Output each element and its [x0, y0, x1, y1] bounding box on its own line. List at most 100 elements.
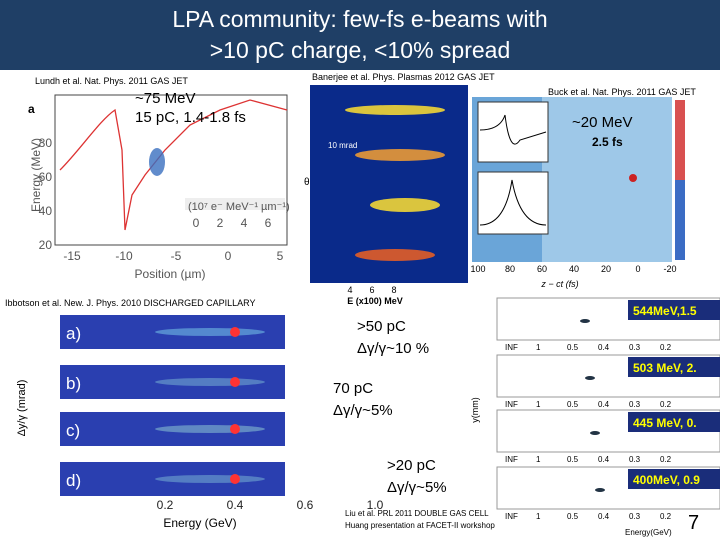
beam-spot — [590, 431, 600, 435]
tick-label: 1.0 — [367, 498, 384, 512]
label-box — [628, 469, 720, 489]
beam-spot — [155, 425, 265, 433]
y-label: θ — [304, 177, 310, 188]
annotation: 70 pC — [333, 380, 374, 397]
y-label: Δy/γ (mrad) — [16, 380, 28, 437]
title: LPA community: few-fs e-beams with >10 p… — [0, 4, 720, 66]
tick-label: 0.2 — [660, 400, 672, 409]
tick-label: 0 — [225, 249, 232, 263]
annotation: Δγ/γ~5% — [387, 479, 447, 496]
tick-label: 40 — [569, 264, 579, 274]
tick-label: 20 — [39, 238, 53, 252]
tick-label: 80 — [505, 264, 515, 274]
x-label: Energy(GeV) — [625, 528, 672, 537]
panel-label: c) — [66, 421, 80, 440]
tick-label: 6 — [369, 285, 374, 295]
tick-label: 20 — [601, 264, 611, 274]
panel-label: a — [28, 102, 35, 116]
figure-buck: ~20 MeV 2.5 fs z − ct (fs) 100 80 60 40 20 0 -… — [470, 97, 685, 289]
tick-label: 6 — [265, 216, 272, 230]
energy-label: 544MeV,1.5 — [633, 304, 697, 318]
tick-label: 1 — [536, 455, 541, 464]
tick-label: 0.3 — [629, 400, 641, 409]
beam-spot — [595, 488, 605, 492]
tick-label: 80 — [39, 136, 53, 150]
panel-label: a) — [66, 324, 81, 343]
tick-label: 0.4 — [598, 512, 610, 521]
annotation: >20 pC — [387, 457, 436, 474]
caption: Ibbotson et al. New. J. Phys. 2010 DISCH… — [5, 298, 256, 308]
beam-spot — [230, 377, 240, 387]
figure-lundh: a Energy (MeV) Position (µm) (10⁷ e⁻ MeV… — [28, 94, 290, 281]
panel-label: b) — [66, 374, 81, 393]
tick-label: -10 — [115, 249, 133, 263]
colorbar-label: (10⁷ e⁻ MeV⁻¹ µm⁻¹) — [188, 201, 290, 213]
figure-ibbotson: a) b) c) d) Δy/γ (mrad) Energy (GeV) 0.2 0.4… — [16, 315, 384, 530]
x-label: Position (µm) — [135, 267, 206, 281]
tick-label: 0.3 — [629, 455, 641, 464]
energy-label: 503 MeV, 2. — [633, 361, 697, 375]
label-box — [628, 357, 720, 377]
annotation: ~75 MeV — [135, 90, 196, 107]
x-label: Energy (GeV) — [163, 516, 236, 530]
tick-label: 1 — [536, 512, 541, 521]
tick-label: 0.2 — [660, 343, 672, 352]
annotation: Δγ/γ~5% — [333, 402, 393, 419]
duration-label: 2.5 fs — [592, 135, 623, 149]
annotation: >50 pC — [357, 318, 406, 335]
tick-label: INF — [505, 512, 518, 521]
annotation: Δγ/γ~10 % — [357, 340, 430, 357]
tick-label: 5 — [277, 249, 284, 263]
y-label: y(mm) — [470, 397, 480, 423]
title-bar — [0, 0, 720, 70]
beam-spot — [230, 474, 240, 484]
scale-label: 10 mrad — [328, 141, 357, 150]
energy-label: 445 MeV, 0. — [633, 416, 697, 430]
label-box — [628, 300, 720, 320]
tick-label: 0.4 — [598, 400, 610, 409]
figure-liu: 544MeV,1.5 INF 1 0.5 0.4 0.3 0.2 503 MeV, 2. INF… — [470, 297, 720, 537]
tick-label: 0.4 — [598, 343, 610, 352]
tick-label: -5 — [171, 249, 182, 263]
tick-label: 4 — [347, 285, 352, 295]
tick-label: -15 — [63, 249, 81, 263]
tick-label: 0.2 — [660, 512, 672, 521]
beam-spot — [155, 378, 265, 386]
annotation: 15 pC, 1.4-1.8 fs — [135, 109, 246, 126]
tick-label: 0.2 — [660, 455, 672, 464]
annotation: ~20 MeV — [572, 114, 632, 131]
caption: Huang presentation at FACET-II workshop — [345, 521, 495, 530]
tick-label: 100 — [470, 264, 485, 274]
y-label: Energy (MeV) — [29, 138, 43, 212]
tick-label: 2 — [217, 216, 224, 230]
energy-label: 400MeV, 0.9 — [633, 473, 700, 487]
figure-banerjee: 10 mrad θ E (x100) MeV 4 6 8 — [304, 85, 468, 306]
tick-label: 40 — [39, 204, 53, 218]
tick-label: -20 — [663, 264, 676, 274]
tick-label: 0.3 — [629, 343, 641, 352]
tick-label: INF — [505, 400, 518, 409]
tick-label: INF — [505, 455, 518, 464]
title-line: LPA community: few-fs e-beams with — [172, 6, 548, 32]
tick-label: 60 — [39, 170, 53, 184]
tick-label: 1 — [536, 400, 541, 409]
tick-label: INF — [505, 343, 518, 352]
tick-label: 4 — [241, 216, 248, 230]
panel-label: d) — [66, 471, 81, 490]
tick-label: 8 — [391, 285, 396, 295]
tick-label: 0.3 — [629, 512, 641, 521]
tick-label: 0.4 — [227, 498, 244, 512]
beam-spot — [585, 376, 595, 380]
tick-label: 0 — [635, 264, 640, 274]
x-label: z − ct (fs) — [540, 279, 578, 289]
caption: Buck et al. Nat. Phys. 2011 GAS JET — [548, 87, 696, 97]
tick-label: 60 — [537, 264, 547, 274]
beam-spot — [155, 475, 265, 483]
label-box — [628, 412, 720, 432]
tick-label: 0.2 — [157, 498, 174, 512]
tick-label: 1 — [536, 343, 541, 352]
beam-spot — [230, 424, 240, 434]
x-label: E (x100) MeV — [347, 296, 403, 306]
